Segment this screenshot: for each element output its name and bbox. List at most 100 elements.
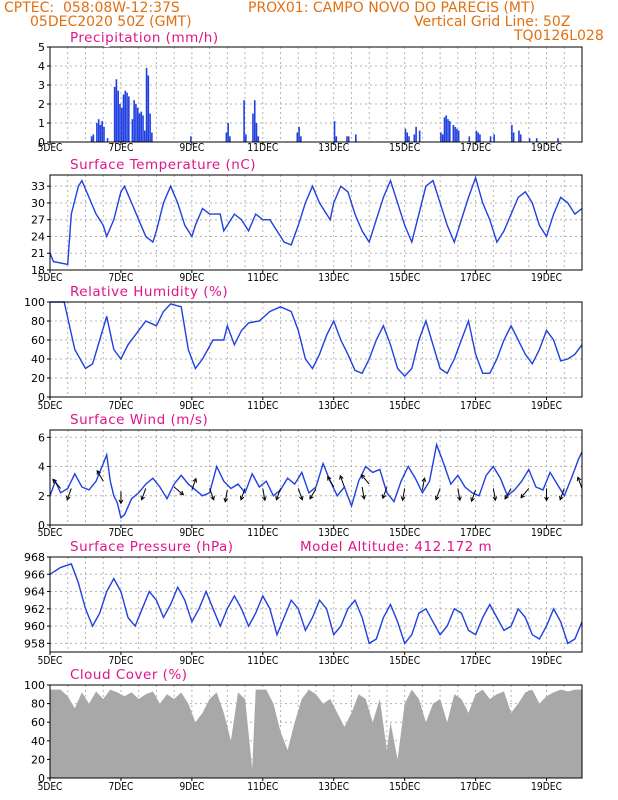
wind-arrow-head — [559, 495, 564, 501]
precip-bar — [445, 115, 448, 142]
wind-arrow-head — [210, 495, 215, 501]
precip-bar — [135, 104, 137, 142]
precip-bar — [117, 90, 119, 142]
wind-arrow-head — [309, 494, 314, 500]
x-tick-label: 13DEC — [318, 780, 349, 793]
x-tick-label: 7DEC — [109, 399, 134, 412]
precip-bar — [252, 113, 254, 142]
precip-bar — [452, 124, 455, 142]
precip-bar — [449, 121, 451, 142]
precip-bar — [103, 126, 105, 142]
wind-arrow-head — [179, 490, 185, 496]
y-tick-label: 40 — [31, 735, 45, 748]
x-tick-label: 17DEC — [460, 141, 491, 154]
y-tick-label: 962 — [24, 603, 45, 616]
panel-title: Relative Humidity (%) — [70, 284, 228, 300]
y-tick-label: 0 — [38, 772, 45, 785]
y-tick-label: 30 — [31, 197, 45, 210]
x-tick-label: 15DEC — [389, 271, 420, 284]
x-tick-label: 13DEC — [318, 399, 349, 412]
precip-bar — [355, 134, 357, 142]
y-tick-label: 5 — [38, 41, 45, 54]
wind-arrow — [209, 488, 215, 500]
precip-bar — [468, 136, 471, 142]
panel-frame — [49, 174, 583, 271]
x-tick-label: 7DEC — [109, 654, 134, 667]
y-tick-label: 966 — [24, 568, 45, 581]
y-tick-label: 964 — [24, 586, 45, 599]
wind-arrow-head — [504, 494, 509, 500]
header-left-line1: CPTEC: 058:08W-12:37S — [4, 0, 180, 16]
x-tick-label: 9DEC — [179, 141, 204, 154]
precip-bar — [346, 136, 348, 142]
y-tick-label: 960 — [24, 620, 45, 633]
precip-bar — [142, 115, 144, 142]
x-tick-label: 13DEC — [318, 141, 349, 154]
y-tick-label: 4 — [38, 461, 45, 474]
x-tick-label: 5DEC — [38, 780, 63, 793]
wind-arrow — [262, 488, 266, 501]
precip-bar — [101, 121, 104, 142]
x-tick-label: 19DEC — [531, 271, 562, 284]
precip-bar — [454, 126, 456, 142]
precip-bar — [149, 113, 151, 142]
precip-bar — [519, 134, 522, 142]
precip-bar — [243, 100, 245, 142]
y-tick-label: 6 — [38, 431, 45, 444]
wind-arrow — [504, 488, 512, 500]
header-right-line2: Vertical Grid Line: 50Z — [414, 14, 571, 30]
x-tick-label: 9DEC — [179, 399, 204, 412]
x-tick-label: 17DEC — [460, 271, 491, 284]
wind-arrow-head — [96, 469, 101, 475]
y-tick-label: 100 — [24, 296, 45, 309]
precip-bar — [477, 132, 479, 142]
wind-arrow — [471, 489, 477, 502]
precip-bar — [511, 124, 513, 142]
precip-bar — [90, 136, 93, 142]
wind-arrow-head — [299, 495, 304, 501]
x-tick-label: 9DEC — [179, 654, 204, 667]
x-tick-label: 15DEC — [389, 399, 420, 412]
wind-arrow — [457, 488, 461, 501]
wind-arrow-head — [470, 497, 475, 503]
wind-arrow-head — [118, 499, 124, 505]
wind-arrow — [559, 488, 565, 500]
precip-bar — [245, 134, 247, 142]
y-tick-label: 18 — [31, 264, 45, 277]
x-tick-label: 11DEC — [247, 780, 278, 793]
wind-arrow-head — [400, 496, 406, 502]
wind-arrow — [275, 488, 282, 500]
precip-bar — [145, 67, 148, 142]
precip-bar — [151, 132, 153, 142]
precip-bar — [333, 121, 336, 142]
wind-arrow — [327, 476, 335, 488]
y-tick-label: 0 — [38, 391, 45, 404]
precip-bar — [255, 123, 258, 142]
precip-bar — [122, 94, 125, 142]
wind-arrow — [361, 486, 365, 499]
wind-arrow-head — [140, 495, 145, 501]
x-tick-label: 15DEC — [389, 654, 420, 667]
x-tick-label: 11DEC — [247, 526, 278, 539]
precip-bar — [493, 134, 495, 142]
wind-arrow — [141, 488, 147, 500]
x-tick-label: 17DEC — [460, 780, 491, 793]
x-tick-label: 9DEC — [179, 526, 204, 539]
wind-arrow-head — [192, 477, 198, 483]
panel-frame — [49, 684, 583, 779]
precip-bar — [298, 126, 300, 142]
header-right-line3: TQ0126L028 — [514, 28, 604, 44]
precip-bar — [119, 104, 121, 142]
y-tick-label: 1 — [38, 117, 45, 130]
wind-arrow — [520, 488, 530, 498]
x-tick-label: 9DEC — [179, 271, 204, 284]
precip-bar — [457, 130, 460, 142]
x-tick-label: 7DEC — [109, 780, 134, 793]
wind-arrow-head — [223, 497, 229, 503]
wind-arrow — [421, 478, 425, 491]
precip-bar — [447, 119, 449, 142]
precip-bar — [413, 134, 416, 142]
precip-bar — [415, 126, 417, 142]
panel-title: Surface Temperature (nC) — [70, 157, 256, 173]
